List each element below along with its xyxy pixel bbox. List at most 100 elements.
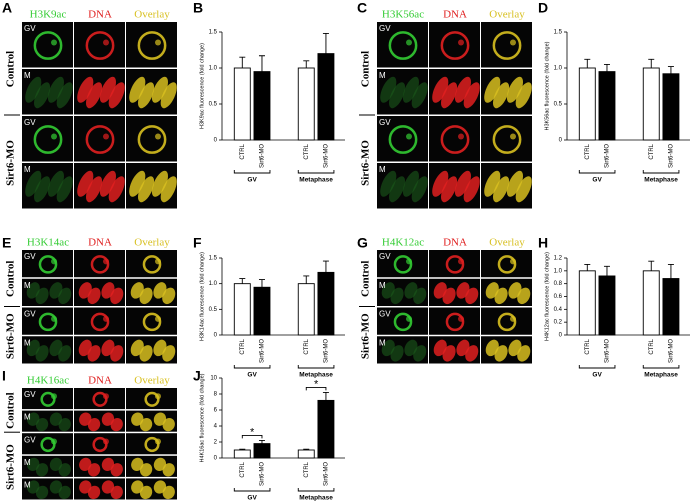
chromatin [406, 315, 412, 322]
chromosome [162, 345, 176, 362]
bar [598, 71, 616, 141]
micrograph [22, 22, 73, 68]
chromosome [35, 417, 49, 432]
bar [233, 67, 251, 141]
error-bar [258, 55, 265, 72]
bar [297, 449, 315, 459]
chromatin [51, 39, 57, 46]
error-bar [303, 275, 310, 284]
chromosome [108, 176, 125, 203]
chromosome [162, 287, 176, 305]
y-tick-label: 1.0 [554, 66, 563, 72]
chromosome [484, 170, 501, 197]
x-tick-label: CTRL [304, 461, 310, 477]
chromosome [101, 457, 115, 472]
error-bar [239, 278, 246, 284]
chromosome [390, 345, 404, 362]
row-label: GV [379, 118, 391, 127]
nucleus [445, 312, 465, 332]
chromatin [155, 39, 161, 46]
bar [317, 53, 335, 141]
bar [578, 67, 596, 141]
condition-label: Sirt6-MO [5, 444, 17, 490]
micrograph [74, 116, 125, 162]
chromosome [492, 176, 510, 203]
chromosome [77, 76, 94, 103]
bar [642, 67, 660, 141]
row-label: M [24, 458, 31, 467]
chromosome [380, 76, 397, 103]
x-tick-label: CTRL [649, 143, 655, 159]
chromosome [160, 82, 177, 109]
chromosome [101, 480, 115, 494]
nucleus [33, 125, 63, 154]
chromatin [510, 315, 516, 322]
row-label: M [379, 338, 386, 347]
chromosome [153, 457, 167, 472]
chromatin [51, 258, 57, 265]
nucleus [38, 255, 58, 274]
micrograph [126, 22, 177, 68]
chromosome [79, 480, 92, 494]
chromosome [380, 170, 397, 197]
nucleus [144, 436, 160, 453]
condition-label: Control [5, 51, 17, 87]
y-tick-label: 8 [214, 392, 218, 398]
chromosome [139, 463, 153, 477]
condition-label: Sirt6-MO [5, 313, 17, 359]
chromosome [515, 176, 532, 203]
chromatin [103, 258, 109, 265]
nucleus [40, 391, 56, 407]
chromosome [454, 170, 472, 197]
stain-label: DNA [88, 9, 112, 21]
chromosome [517, 345, 531, 362]
panel-label: A [2, 0, 12, 16]
error-bar [239, 448, 246, 450]
stain-label: DNA [443, 9, 467, 21]
y-axis-label: H4K16ac fluorescence (fold change) [199, 373, 205, 462]
chromosome [137, 82, 155, 109]
group-bracket [578, 365, 616, 369]
x-tick-label: Sirt6-MO [324, 339, 330, 363]
chromosome [515, 82, 532, 109]
x-tick-label: Sirt6-MO [260, 339, 266, 363]
stain-label: Overlay [489, 9, 525, 21]
chromosome [494, 345, 508, 362]
chromatin [458, 39, 464, 46]
chromatin [103, 438, 109, 445]
group-label: Metaphase [299, 495, 333, 502]
error-bar [322, 391, 329, 401]
chromosome [139, 485, 153, 500]
micrograph [126, 388, 177, 410]
chromatin [406, 133, 412, 140]
chromosome [402, 76, 420, 103]
group-bracket [578, 170, 616, 174]
nucleus [38, 312, 58, 332]
chromosome [56, 82, 73, 109]
x-tick-label: Sirt6-MO [669, 339, 675, 363]
chromosome [153, 412, 167, 426]
nucleus [388, 31, 418, 60]
group-bracket [297, 170, 335, 174]
nucleus [497, 312, 517, 332]
micrograph [126, 116, 177, 162]
group-bracket [233, 170, 271, 174]
row-label: GV [379, 252, 391, 261]
condition-label: Control [360, 51, 372, 87]
row-label: GV [379, 310, 391, 319]
chromosome [440, 176, 458, 203]
y-tick-label: 0.4 [554, 307, 563, 313]
row-label: M [24, 413, 31, 422]
chromosome [153, 480, 167, 494]
chromosome [25, 170, 42, 197]
y-tick-label: 1.0 [209, 281, 218, 287]
chromosome [87, 485, 101, 500]
chromatin [155, 133, 161, 140]
chromatin [510, 133, 516, 140]
bar [297, 283, 315, 336]
panel-label: D [538, 0, 548, 16]
condition-label: Sirt6-MO [360, 140, 372, 186]
x-tick-label: CTRL [240, 461, 246, 477]
chromosome [58, 287, 72, 305]
error-bar [303, 60, 310, 68]
